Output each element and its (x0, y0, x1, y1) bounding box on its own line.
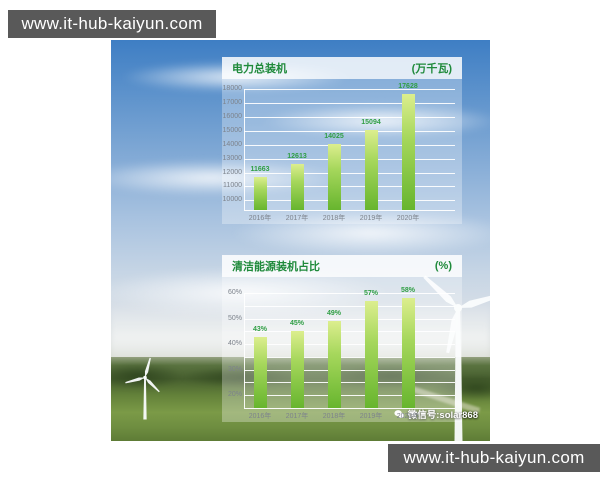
chart-unit-label: (%) (434, 260, 452, 272)
watermark-text: 微信号:solar868 (407, 410, 478, 421)
header-watermark-bar: www.it-hub-kaiyun.com (8, 10, 216, 38)
bar-value-label: 11663 (250, 166, 270, 174)
tree-line (181, 367, 301, 387)
y-axis-line (244, 89, 245, 210)
gridline (244, 158, 455, 160)
bar (327, 321, 341, 408)
ground-fields (111, 357, 490, 441)
bar (253, 336, 267, 408)
gridline (244, 130, 455, 132)
bar-value-label: 57% (363, 289, 378, 297)
wind-turbine-left-icon (125, 357, 160, 420)
gridline (244, 293, 455, 295)
y-axis-label: 10000 (222, 196, 242, 204)
x-axis-label: 2020年 (396, 413, 420, 420)
x-axis-label: 2017年 (285, 413, 309, 420)
x-axis-label: 2016年 (248, 413, 272, 420)
gridline (244, 200, 455, 202)
cloud (231, 210, 490, 256)
gridline (244, 186, 455, 188)
gridline (244, 305, 455, 307)
wind-turbine-right-icon (423, 275, 490, 441)
bar-plot: 10000 11000 12000 13000 14000 15000 16000 17000… (222, 57, 462, 224)
bar (290, 331, 304, 408)
gridline (244, 331, 455, 333)
bar-value-label: 43% (252, 325, 267, 333)
y-axis-label: 12000 (222, 168, 242, 176)
bar-value-label: 45% (289, 320, 304, 328)
gridline (244, 344, 455, 346)
bar-value-label: 58% (400, 287, 415, 295)
header-site-url: www.it-hub-kaiyun.com (21, 14, 203, 33)
chart-title: 电力总装机 (232, 63, 287, 75)
y-axis-label: 17000 (222, 99, 242, 107)
y-axis-label: 30% (227, 365, 242, 373)
y-axis-label: 11000 (223, 182, 242, 190)
chart-title-bar: 电力总装机 (万千瓦) (222, 57, 462, 79)
y-axis-label: 13000 (222, 154, 242, 162)
x-axis-label: 2020年 (396, 215, 420, 222)
bar-value-label: 49% (326, 310, 341, 318)
bar (401, 298, 415, 408)
y-axis-label: 16000 (222, 112, 242, 120)
gridline (244, 369, 455, 371)
bar (364, 300, 378, 408)
bar-plot: 20% 30% 40% 50% 60% 43% 2016年 45% 2017年 49% 2018年 5… (222, 255, 462, 422)
y-axis-label: 14000 (222, 140, 242, 148)
gridline (244, 382, 455, 384)
bar (364, 129, 378, 210)
footer-watermark-bar: www.it-hub-kaiyun.com (388, 444, 600, 472)
x-axis-label: 2016年 (248, 215, 272, 222)
bar-value-label: 14025 (324, 133, 344, 141)
x-axis-label: 2018年 (322, 413, 346, 420)
y-axis-label: 15000 (222, 126, 242, 134)
gridline (244, 89, 455, 91)
y-axis-label: 50% (227, 314, 242, 322)
x-axis-label: 2019年 (359, 215, 383, 222)
bar (253, 177, 267, 210)
wechat-watermark: 微信号:solar868 (394, 407, 478, 421)
gridline (244, 395, 455, 397)
x-axis-line (244, 210, 455, 211)
bar-value-label: 12613 (287, 152, 307, 160)
y-axis-label: 60% (227, 289, 242, 297)
chart-unit-label: (万千瓦) (411, 63, 452, 75)
x-axis-label: 2018年 (322, 215, 346, 222)
bar (401, 94, 415, 210)
gridline (244, 144, 455, 146)
y-axis-label: 18000 (222, 85, 242, 93)
gridline (244, 172, 455, 174)
y-axis-label: 40% (227, 340, 242, 348)
gridline (244, 103, 455, 105)
bar-value-label: 17628 (398, 83, 418, 91)
chart-title: 清洁能源装机占比 (232, 261, 320, 273)
y-axis-label: 20% (227, 391, 242, 399)
gridline (244, 356, 455, 358)
chart-panel-total-installed-capacity: 电力总装机 (万千瓦) 10000 11000 12000 13000 14000 150… (222, 57, 462, 224)
gridline (244, 318, 455, 320)
x-axis-label: 2017年 (285, 215, 309, 222)
chart-title-bar: 清洁能源装机占比 (%) (222, 255, 462, 277)
chart-panel-clean-energy-share: 清洁能源装机占比 (%) 20% 30% 40% 50% 60% 43% 2016年 45% 2… (222, 255, 462, 422)
x-axis-line (244, 408, 455, 409)
bar-value-label: 15094 (361, 118, 381, 126)
bar (290, 163, 304, 210)
gridline (244, 116, 455, 118)
bar (327, 144, 341, 210)
x-axis-label: 2019年 (359, 413, 383, 420)
y-axis-line (244, 293, 245, 408)
wechat-icon (394, 409, 405, 418)
footer-site-url: www.it-hub-kaiyun.com (403, 448, 585, 467)
